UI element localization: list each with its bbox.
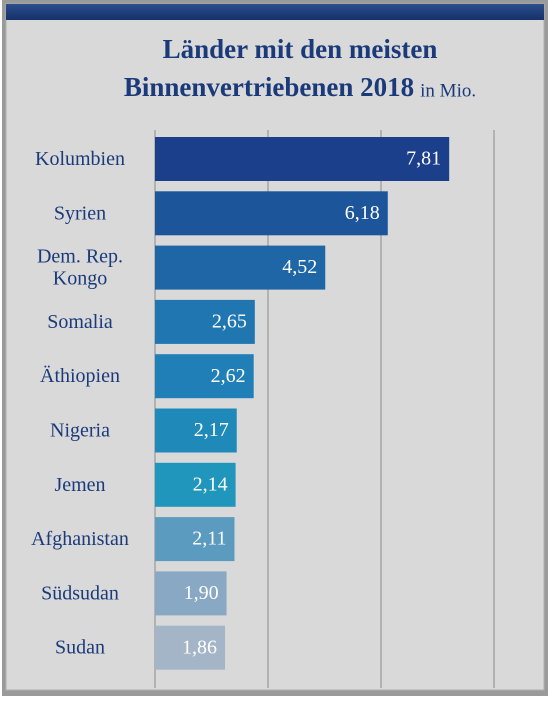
value-label: 2,62 <box>211 365 246 387</box>
category-label: Äthiopien <box>40 364 120 387</box>
category-label: Nigeria <box>50 419 110 441</box>
bar <box>155 354 254 399</box>
bar <box>155 299 255 344</box>
category-label: Somalia <box>47 310 113 332</box>
value-label: 2,17 <box>194 419 229 441</box>
top-bar <box>6 4 544 20</box>
bar <box>155 245 326 290</box>
category-label: Afghanistan <box>31 528 129 550</box>
category-label: Sudan <box>55 636 105 658</box>
category-label: Syrien <box>54 202 106 224</box>
value-label: 1,90 <box>184 582 219 604</box>
unit-label: in Mio. <box>420 80 476 101</box>
bar <box>155 191 388 236</box>
bar <box>155 571 227 616</box>
bar <box>155 517 235 562</box>
value-label: 1,86 <box>182 636 217 658</box>
panel <box>5 3 545 691</box>
value-label: 7,81 <box>406 148 441 170</box>
bar <box>155 462 236 507</box>
category-label: Dem. Rep. Kongo <box>37 245 123 289</box>
bar <box>155 408 237 453</box>
chart-title: Länder mit den meisten Binnenvertriebenen… <box>124 34 437 102</box>
value-label: 4,52 <box>282 256 317 278</box>
bar <box>155 625 226 670</box>
value-label: 6,18 <box>345 202 380 224</box>
category-label: Südsudan <box>41 582 119 604</box>
value-label: 2,14 <box>193 473 228 495</box>
value-label: 2,11 <box>192 528 226 550</box>
category-label: Kolumbien <box>35 148 125 170</box>
value-label: 2,65 <box>212 310 247 332</box>
category-label: Jemen <box>54 473 105 495</box>
bar <box>155 137 450 181</box>
